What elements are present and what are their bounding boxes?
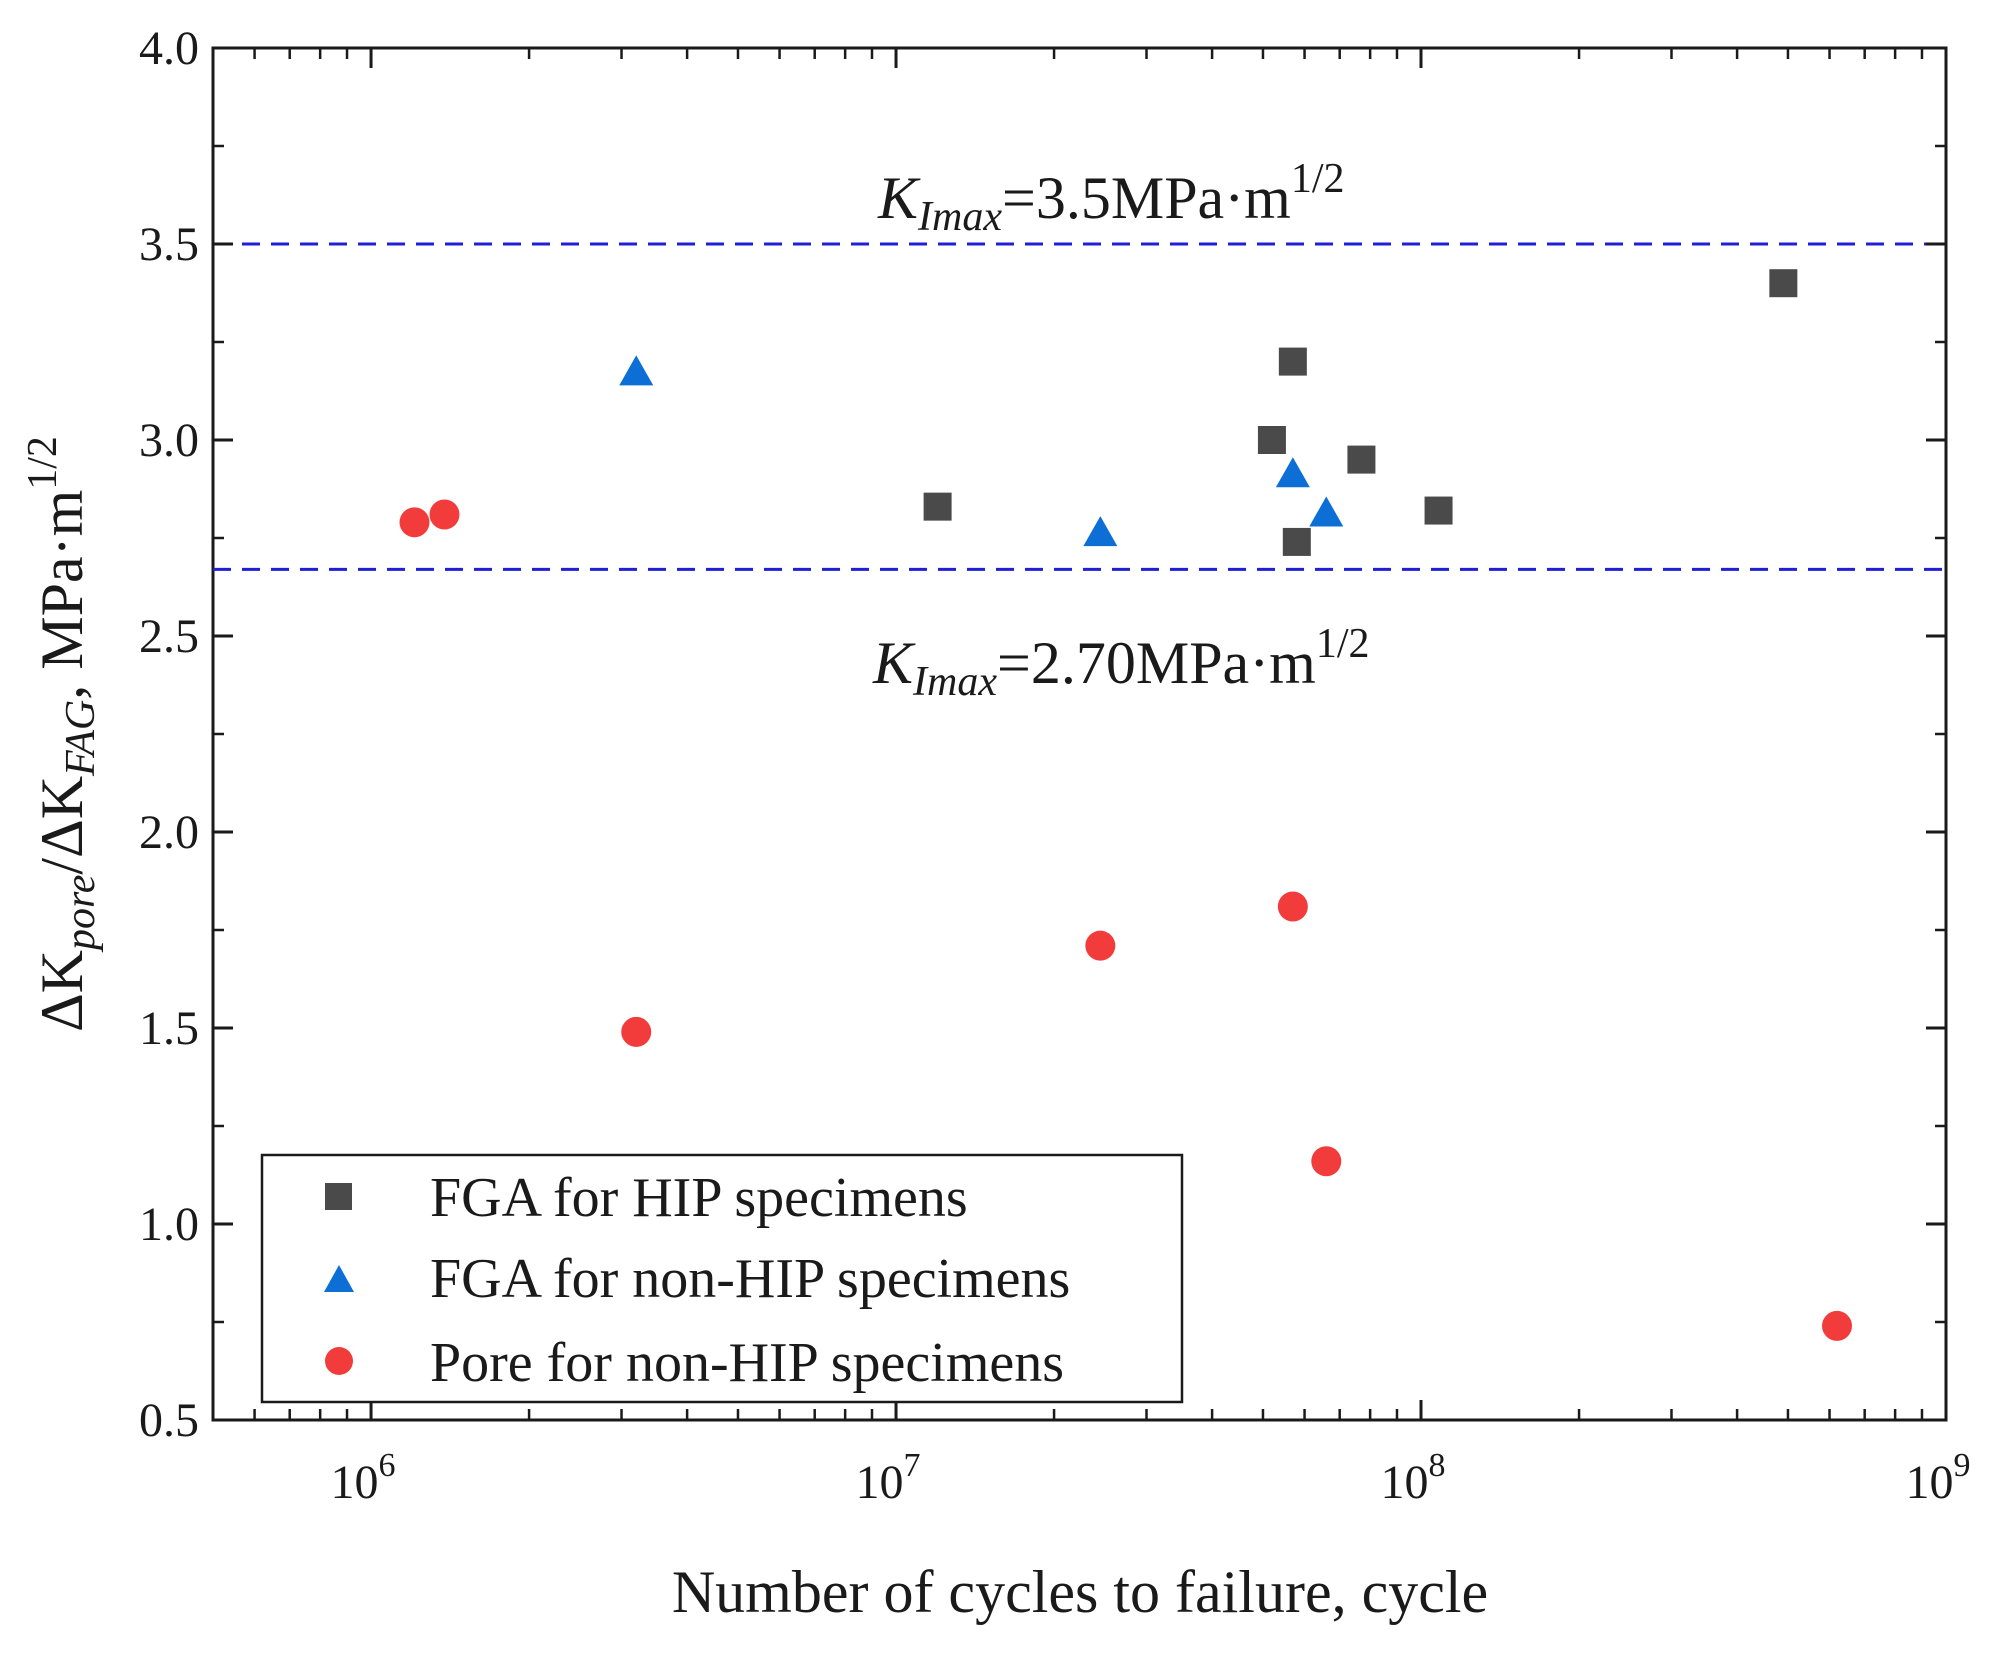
point-circle-2: [621, 1016, 652, 1047]
point-square-5: [1424, 496, 1453, 525]
point-square-3: [1282, 527, 1311, 556]
y-tick-label: 1.5: [139, 1002, 199, 1055]
legend-marker-triangle: [324, 1265, 354, 1292]
point-triangle-1: [1083, 516, 1118, 547]
point-triangle-0: [619, 355, 654, 386]
ref-label-lower-k: K: [872, 630, 916, 696]
y-tick-label: 1.0: [139, 1198, 199, 1251]
y-title-sub2: FAG: [58, 700, 104, 777]
legend-box: [260, 1153, 1184, 1404]
ref-label-lower-sup: 1/2: [1316, 621, 1370, 667]
x-tick-label: 109: [1906, 1447, 1971, 1509]
y-title-slash: /ΔK: [29, 776, 95, 875]
reference-lines: [213, 242, 1946, 571]
x-axis-title: Number of cycles to failure, cycle: [672, 1559, 1488, 1625]
y-tick-label: 2.0: [139, 806, 199, 859]
ref-label-upper-k: K: [877, 165, 921, 231]
y-title-unit: , MPa·m: [29, 490, 95, 700]
axis-ticks: 0.5 1.0 1.5 2.0 2.5 3.0 3.5 4.0 106 107 108 109: [139, 22, 1971, 1509]
y-title-sub1: pore: [58, 875, 104, 953]
point-circle-4: [1277, 891, 1308, 922]
point-square-0: [923, 492, 952, 521]
x-tick-label: 107: [856, 1447, 921, 1509]
x-tick-label: 106: [331, 1447, 396, 1509]
legend-label-nonhip-fga: FGA for non-HIP specimens: [430, 1248, 1070, 1310]
y-tick-label: 3.5: [139, 218, 199, 271]
legend-label-nonhip-pore: Pore for non-HIP specimens: [430, 1332, 1064, 1394]
ref-label-lower-value: =2.70MPa·m: [997, 630, 1316, 696]
point-triangle-2: [1275, 457, 1310, 488]
legend-marker-square: [325, 1183, 352, 1210]
legend: FGA for HIP specimens FGA for non-HIP sp…: [260, 1153, 1184, 1404]
legend-marker-circle: [325, 1347, 353, 1375]
ref-label-upper-sub: Imax: [917, 194, 1002, 240]
point-square-1: [1257, 426, 1286, 454]
data-points: [399, 269, 1853, 1341]
y-tick-label: 2.5: [139, 610, 199, 663]
point-square-4: [1347, 445, 1376, 474]
point-circle-5: [1311, 1146, 1342, 1177]
y-axis-title: ΔKpore/ΔKFAG, MPa·m1/2: [20, 436, 104, 1032]
point-circle-0: [399, 507, 430, 538]
ref-label-upper-sup: 1/2: [1291, 156, 1345, 202]
legend-label-hip: FGA for HIP specimens: [430, 1167, 968, 1229]
ref-label-upper: KImax=3.5MPa·m1/2: [877, 156, 1345, 240]
point-circle-6: [1822, 1310, 1853, 1341]
y-tick-label: 4.0: [139, 22, 199, 75]
point-square-2: [1278, 347, 1307, 376]
point-circle-3: [1085, 930, 1116, 961]
y-title-delta: ΔK: [29, 950, 95, 1032]
point-square-6: [1769, 269, 1798, 298]
ref-label-lower-sub: Imax: [912, 659, 997, 705]
y-tick-label: 3.0: [139, 414, 199, 467]
y-title-sup: 1/2: [20, 436, 66, 490]
point-triangle-3: [1309, 496, 1344, 527]
x-tick-label: 108: [1381, 1447, 1446, 1509]
point-circle-1: [429, 499, 460, 530]
y-tick-label: 0.5: [139, 1394, 199, 1447]
ref-label-upper-value: =3.5MPa·m: [1002, 165, 1291, 231]
ref-label-lower: KImax=2.70MPa·m1/2: [872, 621, 1370, 705]
